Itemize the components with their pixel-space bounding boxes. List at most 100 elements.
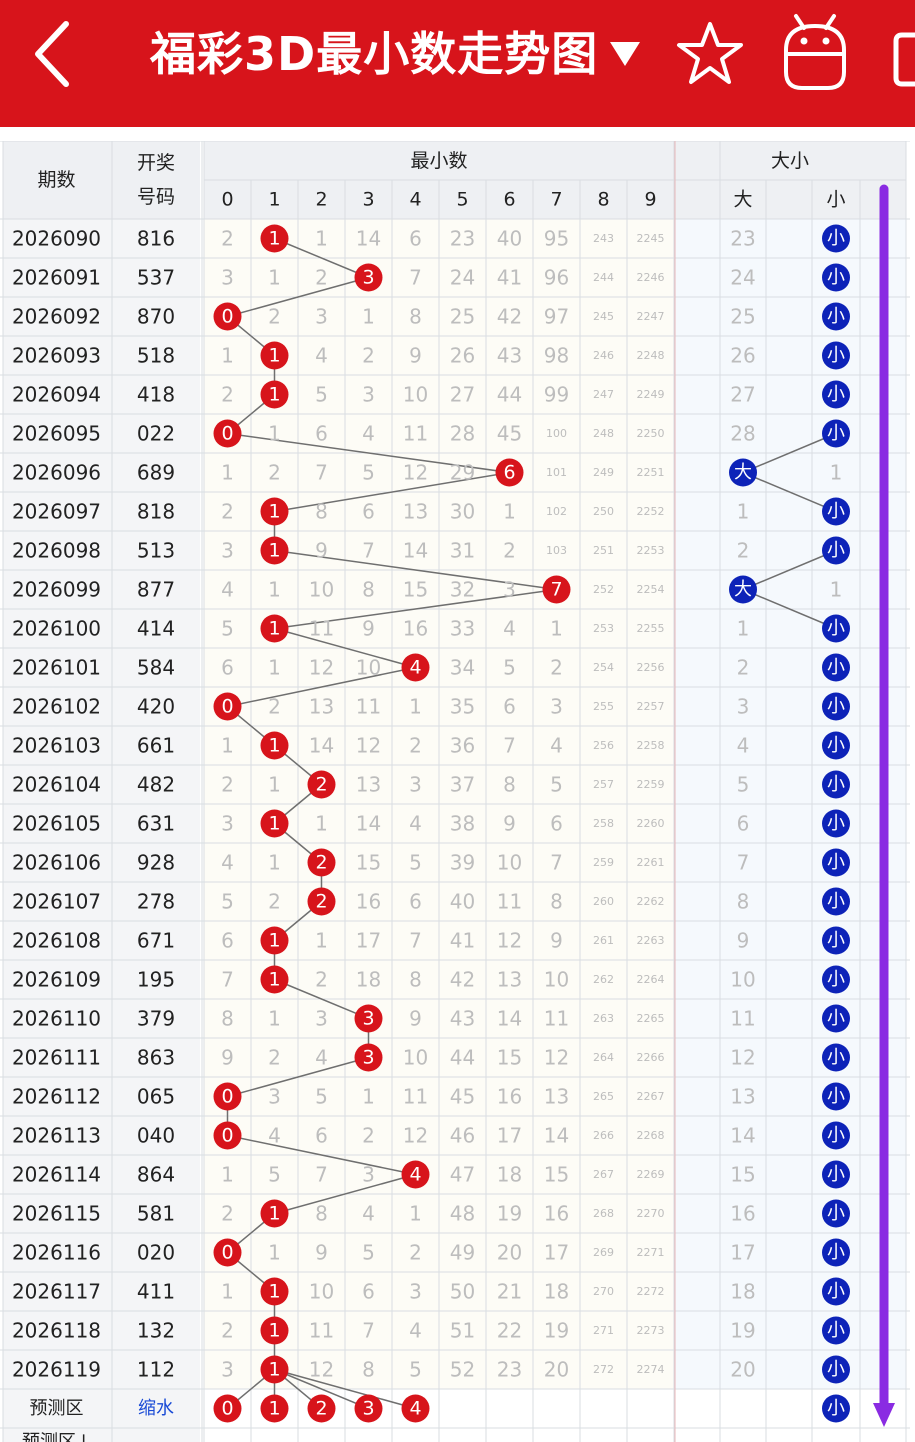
row-period[interactable]: 2026093 xyxy=(12,344,101,368)
size-small-ball xyxy=(822,1082,850,1111)
row-period[interactable]: 2026115 xyxy=(12,1202,101,1226)
row-period[interactable]: 2026110 xyxy=(12,1007,101,1031)
miss-value: 250 xyxy=(593,505,614,518)
trend-line-segment xyxy=(274,237,369,279)
miss-value: 2274 xyxy=(637,1363,665,1376)
more-icon[interactable] xyxy=(888,20,915,90)
row-period[interactable]: 2026111 xyxy=(12,1046,101,1070)
row-period[interactable]: 2026100 xyxy=(12,617,101,641)
miss-value: 8 xyxy=(550,890,563,914)
min-ball xyxy=(260,536,289,565)
row-number: 278 xyxy=(137,890,175,914)
trend-table[interactable]: 期数 开奖 号码 最小数 大小 0 1 2 3 4 5 6 7 8 9 大小 2026090 816 2 1 1 14 6 2… xyxy=(0,141,915,1442)
shrink-link[interactable]: 缩水 xyxy=(138,1398,174,1419)
size-small-label: 小 xyxy=(827,1203,845,1224)
miss-value: 5 xyxy=(315,383,328,407)
row-period[interactable]: 2026108 xyxy=(12,929,101,953)
size-big-miss: 18 xyxy=(730,1280,755,1304)
min-ball-label: 1 xyxy=(268,618,280,640)
row-period[interactable]: 2026117 xyxy=(12,1280,101,1304)
size-line-segment xyxy=(742,432,837,474)
row-period[interactable]: 2026114 xyxy=(12,1163,101,1187)
min-ball-label: 1 xyxy=(268,228,280,250)
size-big-miss: 12 xyxy=(730,1046,755,1070)
row-period[interactable]: 2026106 xyxy=(12,851,101,875)
miss-value: 2265 xyxy=(637,1012,665,1025)
miss-value: 7 xyxy=(315,1163,328,1187)
miss-value: 12 xyxy=(497,929,522,953)
row-period[interactable]: 2026090 xyxy=(12,227,101,251)
row-period[interactable]: 2026098 xyxy=(12,539,101,563)
row-period[interactable]: 2026099 xyxy=(12,578,101,602)
row-period[interactable]: 2026113 xyxy=(12,1124,101,1148)
miss-value: 260 xyxy=(593,895,614,908)
row-period[interactable]: 2026094 xyxy=(12,383,101,407)
predict-size-ball[interactable] xyxy=(822,1394,850,1423)
row-period[interactable]: 2026104 xyxy=(12,773,101,797)
size-small-ball xyxy=(822,380,850,409)
miss-value: 5 xyxy=(221,617,234,641)
row-period[interactable]: 2026102 xyxy=(12,695,101,719)
miss-value: 12 xyxy=(356,734,381,758)
miss-value: 1 xyxy=(550,617,563,641)
miss-value: 3 xyxy=(221,1358,234,1382)
miss-value: 270 xyxy=(593,1285,614,1298)
miss-value: 3 xyxy=(221,812,234,836)
miss-value: 2245 xyxy=(637,232,665,245)
android-robot-icon[interactable] xyxy=(778,10,852,92)
header-digit: 7 xyxy=(550,189,562,211)
min-ball xyxy=(213,1238,242,1267)
row-period[interactable]: 2026109 xyxy=(12,968,101,992)
row-period[interactable]: 2026107 xyxy=(12,890,101,914)
row-period[interactable]: 2026092 xyxy=(12,305,101,329)
miss-value: 4 xyxy=(315,344,328,368)
size-small-ball xyxy=(822,1199,850,1228)
row-period[interactable]: 2026105 xyxy=(12,812,101,836)
header-group-min: 最小数 xyxy=(410,150,467,172)
size-small-label: 小 xyxy=(827,345,845,366)
miss-value: 102 xyxy=(546,505,567,518)
row-number: 195 xyxy=(137,968,175,992)
size-small-label: 小 xyxy=(827,1047,845,1068)
miss-value: 255 xyxy=(593,700,614,713)
miss-value: 8 xyxy=(315,500,328,524)
miss-value: 2260 xyxy=(637,817,665,830)
size-line-segment xyxy=(742,588,837,630)
star-icon[interactable] xyxy=(676,20,744,86)
miss-value: 2 xyxy=(221,773,234,797)
row-period[interactable]: 2026112 xyxy=(12,1085,101,1109)
page-title[interactable]: 福彩3D最小数走势图 xyxy=(150,27,599,81)
predict-ball[interactable] xyxy=(307,1394,336,1423)
predict-ball-label: 2 xyxy=(315,1398,327,1420)
size-big-miss: 1 xyxy=(737,617,750,641)
row-period[interactable]: 2026097 xyxy=(12,500,101,524)
size-small-label: 小 xyxy=(827,540,845,561)
row-number: 537 xyxy=(137,266,175,290)
row-period[interactable]: 2026119 xyxy=(12,1358,101,1382)
miss-value: 21 xyxy=(497,1280,522,1304)
predict-ball[interactable] xyxy=(213,1394,242,1423)
miss-value: 2 xyxy=(221,500,234,524)
back-chevron-icon[interactable] xyxy=(28,18,78,88)
miss-value: 15 xyxy=(356,851,381,875)
row-period[interactable]: 2026101 xyxy=(12,656,101,680)
miss-value: 8 xyxy=(362,578,375,602)
miss-value: 4 xyxy=(221,578,234,602)
predict-ball[interactable] xyxy=(354,1394,383,1423)
miss-value: 101 xyxy=(546,466,567,479)
miss-value: 2 xyxy=(268,305,281,329)
row-period[interactable]: 2026091 xyxy=(12,266,101,290)
row-period[interactable]: 2026096 xyxy=(12,461,101,485)
predict-ball[interactable] xyxy=(401,1394,430,1423)
row-period[interactable]: 2026116 xyxy=(12,1241,101,1265)
row-period[interactable]: 2026103 xyxy=(12,734,101,758)
min-ball xyxy=(307,848,336,877)
trend-chart: 期数开奖号码最小数 大小0 1 2 3 4 5 6 7 8 9 大小2026090 816 2 1 1 14 6 2… xyxy=(0,141,915,1442)
min-ball-label: 1 xyxy=(268,813,280,835)
row-period[interactable]: 2026118 xyxy=(12,1319,101,1343)
row-period[interactable]: 2026095 xyxy=(12,422,101,446)
caret-down-icon[interactable] xyxy=(608,40,642,68)
miss-value: 5 xyxy=(503,656,516,680)
size-small-ball xyxy=(822,224,850,253)
predict-ball[interactable] xyxy=(260,1394,289,1423)
